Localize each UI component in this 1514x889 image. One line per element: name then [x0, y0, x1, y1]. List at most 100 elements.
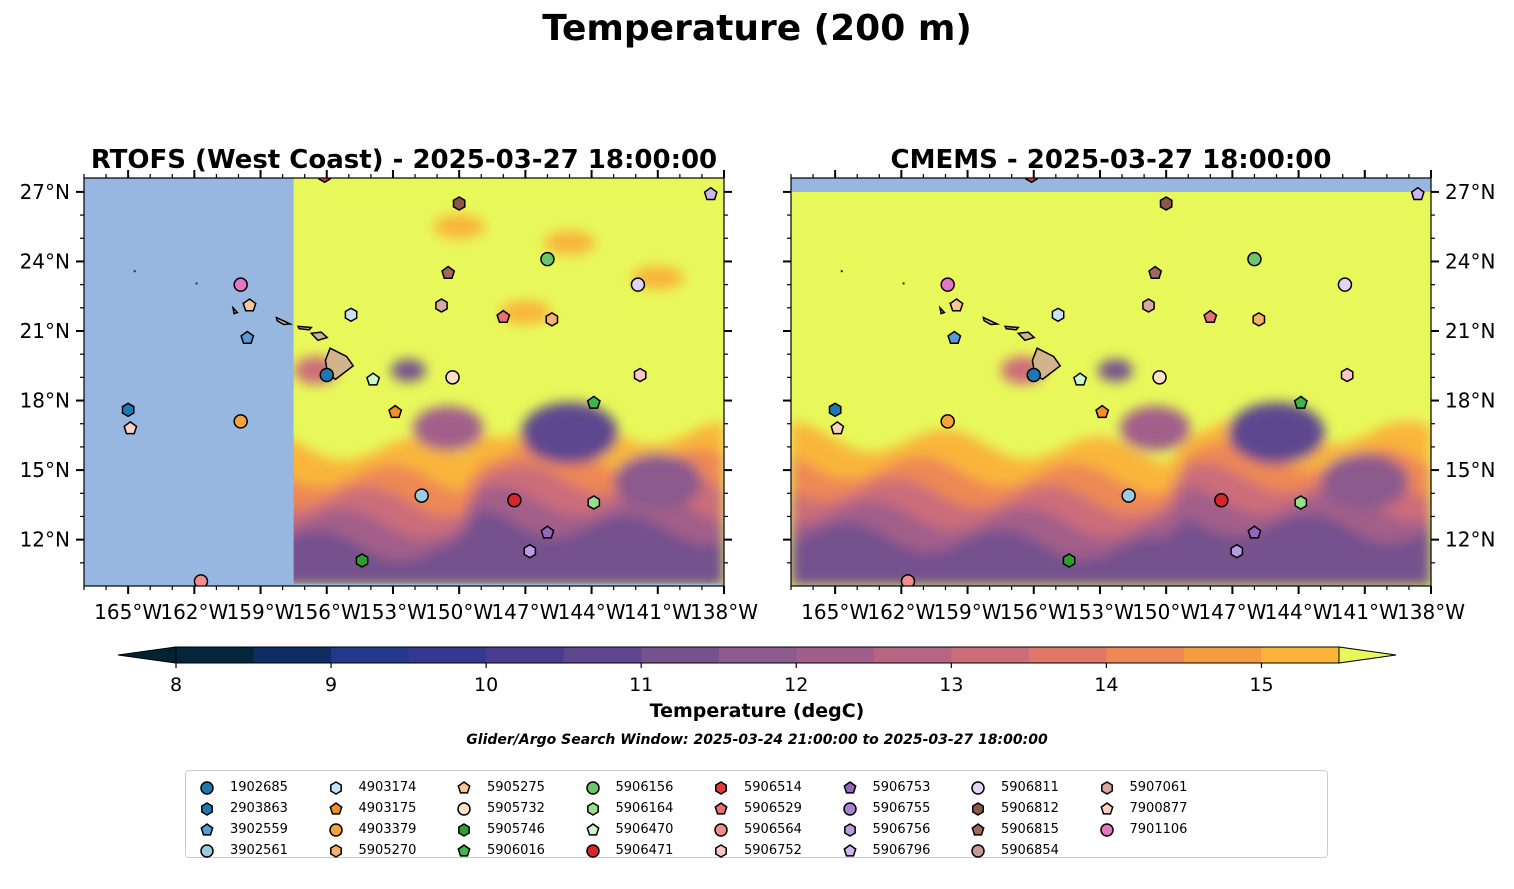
hexagon-marker-icon	[458, 822, 470, 837]
legend-item-7901106: 7901106	[1096, 819, 1225, 840]
float-marker-5906796	[703, 186, 718, 201]
legend-label: 5906156	[615, 780, 674, 795]
legend-item-3902561: 3902561	[196, 840, 325, 861]
colorbar-segment	[1028, 647, 1107, 663]
float-marker-3902561	[1121, 488, 1136, 503]
legend-label: 5906564	[744, 822, 802, 837]
legend-label: 5906752	[744, 843, 802, 858]
no-data-mask	[84, 178, 294, 586]
float-marker-3902559	[947, 330, 962, 344]
float-marker-5906164	[587, 495, 601, 510]
circle-marker-icon	[200, 843, 214, 858]
legend-item-5906796: 5906796	[839, 840, 968, 861]
hawaii-island	[982, 316, 1001, 326]
colorbar-segment	[951, 647, 1030, 663]
legend-label: 5906812	[1001, 801, 1059, 816]
small-island	[840, 269, 843, 273]
float-marker-5906471	[507, 492, 522, 508]
lat-tick-label: 24°N	[20, 249, 70, 273]
legend-item-5906854: 5906854	[967, 840, 1096, 861]
hawaii-island	[1016, 331, 1036, 342]
colorbar-segment	[486, 647, 565, 663]
legend-label: 3902561	[230, 843, 288, 858]
legend-label: 5905732	[487, 801, 545, 816]
colorbar-segment	[563, 647, 642, 663]
small-island	[133, 269, 136, 273]
lon-tick-label: 147°W	[1198, 600, 1266, 624]
colorbar-tick-label: 9	[325, 674, 337, 696]
lon-tick-label: 153°W	[359, 600, 427, 624]
legend-label: 5906854	[1001, 843, 1059, 858]
lat-tick-label: 15°N	[1445, 458, 1495, 482]
circle-marker-icon	[585, 780, 600, 795]
pentagon-marker-icon	[328, 801, 343, 815]
float-marker-5906753	[540, 525, 555, 539]
float-marker-2903863	[121, 402, 135, 418]
float-marker-5906156	[1247, 251, 1262, 267]
float-marker-5905275	[242, 298, 257, 312]
legend-item-5906752: 5906752	[710, 840, 839, 861]
pentagon-marker-icon	[457, 843, 471, 857]
lon-tick-label: 150°W	[1132, 600, 1200, 624]
circle-marker-icon	[714, 822, 728, 837]
lon-tick-label: 162°W	[867, 600, 935, 624]
pentagon-marker-icon	[200, 822, 214, 836]
lon-tick-label: 162°W	[160, 600, 228, 624]
circle-marker-icon	[585, 843, 600, 858]
float-legend: 1902685 2903863 3902559 3902561 4903174 49031…	[185, 770, 1328, 858]
colorbar-tick-label: 15	[1249, 674, 1273, 696]
legend-label: 5906753	[872, 780, 931, 795]
legend-label: 1902685	[230, 780, 288, 795]
pentagon-marker-icon	[971, 822, 985, 836]
lon-tick-label: 165°W	[801, 600, 869, 624]
lat-tick-label: 12°N	[1445, 528, 1495, 552]
colorbar-tick-label: 12	[784, 674, 808, 696]
float-marker-5905746	[1062, 553, 1076, 568]
small-island	[902, 282, 905, 285]
legend-item-5905270: 5905270	[325, 840, 454, 861]
legend-label: 4903174	[358, 780, 417, 795]
legend-label: 5906164	[615, 801, 674, 816]
float-marker-5906753	[1247, 525, 1262, 539]
legend-item-5907061: 5907061	[1096, 777, 1225, 798]
legend-item-5906529: 5906529	[710, 798, 839, 819]
circle-marker-icon	[328, 822, 343, 837]
lat-tick-label: 15°N	[20, 458, 70, 482]
float-marker-4903175	[1095, 404, 1110, 419]
float-marker-5907061	[1142, 298, 1155, 313]
legend-label: 4903379	[358, 822, 417, 837]
float-marker-5905732	[445, 370, 460, 385]
hawaii-island	[275, 316, 294, 326]
pentagon-marker-icon	[842, 780, 857, 794]
legend-item-5906156: 5906156	[582, 777, 711, 798]
hexagon-marker-icon	[329, 780, 342, 795]
float-marker-5906164	[1294, 495, 1308, 510]
lat-tick-label: 27°N	[20, 180, 70, 204]
hexagon-marker-icon	[329, 843, 342, 858]
lat-tick-label: 21°N	[20, 319, 70, 343]
legend-item-5906514: 5906514	[710, 777, 839, 798]
legend-item-1902685: 1902685	[196, 777, 325, 798]
legend-item-4903174: 4903174	[325, 777, 454, 798]
legend-label: 3902559	[230, 822, 288, 837]
hexagon-marker-icon	[972, 801, 984, 816]
legend-item-4903175: 4903175	[325, 798, 454, 819]
hexagon-marker-icon	[201, 801, 213, 816]
float-marker-5906812	[1159, 196, 1173, 211]
lon-tick-label: 144°W	[1265, 600, 1333, 624]
float-marker-5906811	[630, 277, 646, 292]
cmems-map-panel: 165°W162°W159°W156°W153°W150°W147°W144°W…	[783, 145, 1495, 624]
lon-tick-label: 150°W	[425, 600, 493, 624]
lon-tick-label: 138°W	[690, 600, 758, 624]
colorbar-segment	[1261, 647, 1340, 663]
legend-label: 5906471	[615, 843, 674, 858]
lon-tick-label: 156°W	[1000, 600, 1068, 624]
no-data-mask	[791, 178, 1431, 192]
temperature-colorbar: 8 9 10 11 12 13 14 15	[117, 646, 1397, 696]
colorbar-tick-label: 10	[474, 674, 498, 696]
legend-item-5906564: 5906564	[710, 819, 839, 840]
map-frame	[83, 177, 725, 587]
map-frame	[790, 177, 1432, 587]
float-marker-4903174	[344, 307, 358, 323]
